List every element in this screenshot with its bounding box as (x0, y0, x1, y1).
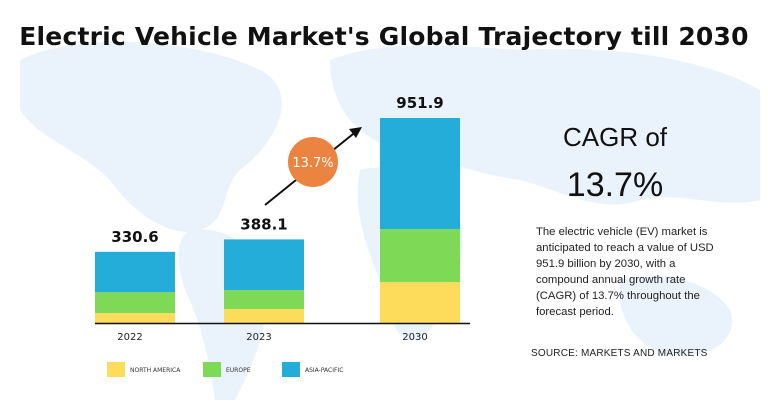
bar-segment-north-america (95, 313, 175, 323)
legend-swatch (203, 362, 221, 377)
legend-label: EUROPE (226, 367, 251, 374)
cagr-badge (288, 137, 338, 187)
legend-swatch (282, 362, 300, 377)
bar-total-label: 330.6 (111, 228, 158, 246)
legend-swatch (107, 362, 125, 377)
cagr-badge-label: 13.7% (292, 156, 333, 171)
bar-segment-north-america (224, 309, 304, 323)
legend-label: NORTH AMERICA (130, 367, 181, 374)
arrow-head-icon (349, 127, 362, 138)
x-tick-label: 2030 (402, 332, 427, 343)
description-text: The electric vehicle (EV) market is anti… (536, 226, 714, 318)
bar-segment-europe (380, 229, 460, 283)
bar-segment-europe (95, 292, 175, 314)
legend-label: ASIA-PACIFIC (305, 367, 343, 374)
bar-segment-europe (224, 290, 304, 310)
bar-segment-north-america (380, 282, 460, 323)
cagr-value: 13.7% (566, 166, 664, 204)
bar-segment-asia-pacific (224, 239, 304, 291)
bar-segment-asia-pacific (380, 118, 460, 230)
cagr-label: CAGR of (562, 122, 668, 152)
bar-total-label: 951.9 (396, 94, 443, 112)
x-tick-label: 2022 (117, 332, 142, 343)
bar-segment-asia-pacific (95, 251, 175, 293)
source-text: SOURCE: MARKETS AND MARKETS (531, 348, 708, 359)
bar-total-label: 388.1 (240, 215, 287, 233)
page-title: Electric Vehicle Market's Global Traject… (19, 22, 749, 51)
x-tick-label: 2023 (246, 332, 271, 343)
